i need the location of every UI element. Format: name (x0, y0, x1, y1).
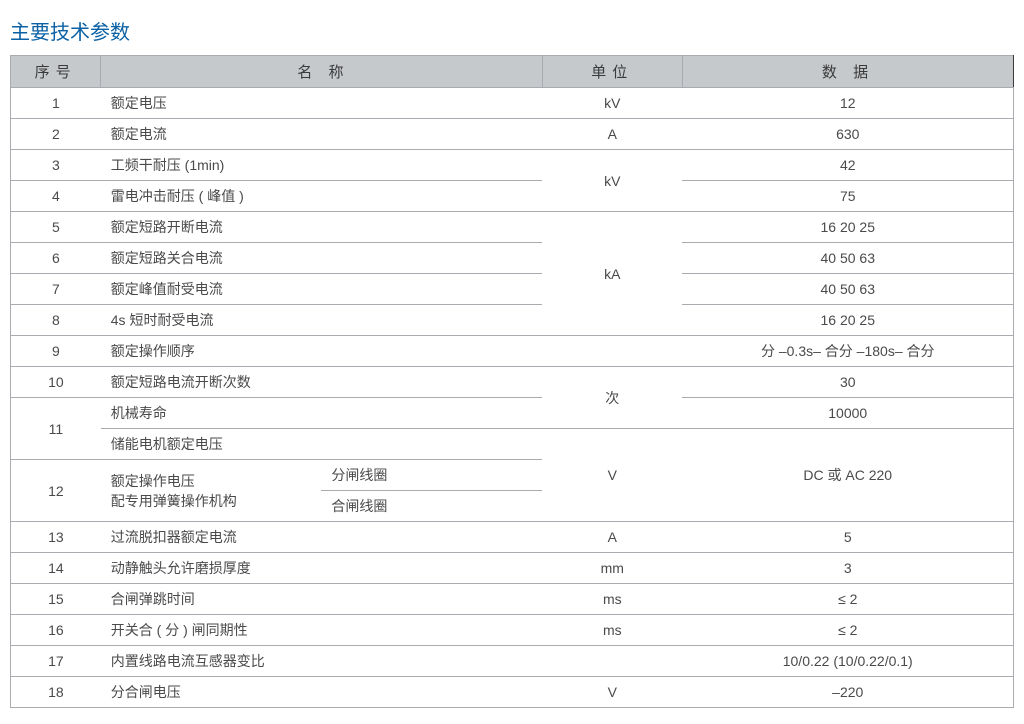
cell-unit (542, 646, 682, 677)
cell-seq: 17 (11, 646, 101, 677)
cell-name: 额定短路开断电流 (101, 212, 542, 243)
col-header-name: 名 称 (101, 56, 542, 88)
col-header-seq: 序号 (11, 56, 101, 88)
table-row: 10额定短路电流开断次数次30 (11, 367, 1014, 398)
cell-unit (542, 336, 682, 367)
table-row: 13过流脱扣器额定电流A5 (11, 522, 1014, 553)
cell-unit: A (542, 119, 682, 150)
table-row: 18分合闸电压V–220 (11, 677, 1014, 708)
cell-seq: 11 (11, 398, 101, 460)
cell-data: 40 50 63 (682, 274, 1013, 305)
table-header-row: 序号 名 称 单位 数 据 (11, 56, 1014, 88)
cell-unit: ms (542, 615, 682, 646)
cell-data: 42 (682, 150, 1013, 181)
table-row: 84s 短时耐受电流 16 20 25 (11, 305, 1014, 336)
cell-data: ≤ 2 (682, 615, 1013, 646)
cell-seq: 16 (11, 615, 101, 646)
cell-seq: 10 (11, 367, 101, 398)
table-row: 17内置线路电流互感器变比 10/0.22 (10/0.22/0.1) (11, 646, 1014, 677)
section-title: 主要技术参数 (10, 16, 1014, 45)
cell-unit: V (542, 429, 682, 522)
cell-name: 过流脱扣器额定电流 (101, 522, 542, 553)
table-row: 5额定短路开断电流kA16 20 25 (11, 212, 1014, 243)
cell-subname: 分闸线圈 (321, 460, 542, 491)
cell-seq: 18 (11, 677, 101, 708)
cell-seq: 15 (11, 584, 101, 615)
cell-seq: 3 (11, 150, 101, 181)
cell-data: 16 20 25 (682, 212, 1013, 243)
table-row: 11机械寿命10000 (11, 398, 1014, 429)
cell-data: 5 (682, 522, 1013, 553)
cell-unit: mm (542, 553, 682, 584)
cell-name: 额定短路关合电流 (101, 243, 542, 274)
cell-name: 机械寿命 (101, 398, 542, 429)
cell-seq: 12 (11, 460, 101, 522)
cell-data: –220 (682, 677, 1013, 708)
table-row: 9额定操作顺序 分 –0.3s– 合分 –180s– 合分 (11, 336, 1014, 367)
cell-data: 分 –0.3s– 合分 –180s– 合分 (682, 336, 1013, 367)
cell-data: 16 20 25 (682, 305, 1013, 336)
cell-seq: 7 (11, 274, 101, 305)
spec-table: 序号 名 称 单位 数 据 1额定电压kV122额定电流A6303工频干耐压 (… (10, 55, 1014, 708)
cell-name: 额定峰值耐受电流 (101, 274, 542, 305)
cell-name: 额定电流 (101, 119, 542, 150)
table-row: 4雷电冲击耐压 ( 峰值 ) 75 (11, 181, 1014, 212)
cell-unit: 次 (542, 367, 682, 429)
table-row: 15合闸弹跳时间ms≤ 2 (11, 584, 1014, 615)
cell-name: 动静触头允许磨损厚度 (101, 553, 542, 584)
table-row: 3工频干耐压 (1min)kV42 (11, 150, 1014, 181)
cell-seq: 9 (11, 336, 101, 367)
cell-data: 75 (682, 181, 1013, 212)
cell-seq: 1 (11, 88, 101, 119)
cell-name: 储能电机额定电压 (101, 429, 542, 460)
cell-name: 额定操作电压 配专用弹簧操作机构 (101, 460, 322, 522)
cell-unit: V (542, 677, 682, 708)
cell-name: 额定电压 (101, 88, 542, 119)
cell-name: 内置线路电流互感器变比 (101, 646, 542, 677)
cell-seq: 6 (11, 243, 101, 274)
cell-data: 10000 (682, 398, 1013, 429)
cell-seq: 14 (11, 553, 101, 584)
cell-seq: 8 (11, 305, 101, 336)
cell-seq: 5 (11, 212, 101, 243)
col-header-data: 数 据 (682, 56, 1013, 88)
cell-unit: kA (542, 212, 682, 336)
cell-data: 10/0.22 (10/0.22/0.1) (682, 646, 1013, 677)
table-row: 14动静触头允许磨损厚度mm3 (11, 553, 1014, 584)
cell-name: 分合闸电压 (101, 677, 542, 708)
cell-data: 630 (682, 119, 1013, 150)
table-row: 1额定电压kV12 (11, 88, 1014, 119)
cell-name: 额定短路电流开断次数 (101, 367, 542, 398)
cell-unit: kV (542, 88, 682, 119)
cell-name: 雷电冲击耐压 ( 峰值 ) (101, 181, 542, 212)
cell-seq: 2 (11, 119, 101, 150)
cell-unit: ms (542, 584, 682, 615)
cell-data: 3 (682, 553, 1013, 584)
table-row: 7额定峰值耐受电流 40 50 63 (11, 274, 1014, 305)
spec-table-body: 1额定电压kV122额定电流A6303工频干耐压 (1min)kV424雷电冲击… (11, 88, 1014, 708)
table-row: 储能电机额定电压VDC 或 AC 220 (11, 429, 1014, 460)
table-row: 2额定电流A630 (11, 119, 1014, 150)
cell-seq: 4 (11, 181, 101, 212)
cell-seq: 13 (11, 522, 101, 553)
table-row: 16开关合 ( 分 ) 闸同期性ms≤ 2 (11, 615, 1014, 646)
cell-data: ≤ 2 (682, 584, 1013, 615)
cell-name: 4s 短时耐受电流 (101, 305, 542, 336)
col-header-unit: 单位 (542, 56, 682, 88)
cell-name: 合闸弹跳时间 (101, 584, 542, 615)
cell-name: 开关合 ( 分 ) 闸同期性 (101, 615, 542, 646)
cell-data: 12 (682, 88, 1013, 119)
cell-name: 工频干耐压 (1min) (101, 150, 542, 181)
cell-subname: 合闸线圈 (321, 491, 542, 522)
cell-unit: kV (542, 150, 682, 212)
cell-data: 40 50 63 (682, 243, 1013, 274)
cell-data: 30 (682, 367, 1013, 398)
cell-data: DC 或 AC 220 (682, 429, 1013, 522)
cell-name: 额定操作顺序 (101, 336, 542, 367)
table-row: 6额定短路关合电流 40 50 63 (11, 243, 1014, 274)
cell-unit: A (542, 522, 682, 553)
